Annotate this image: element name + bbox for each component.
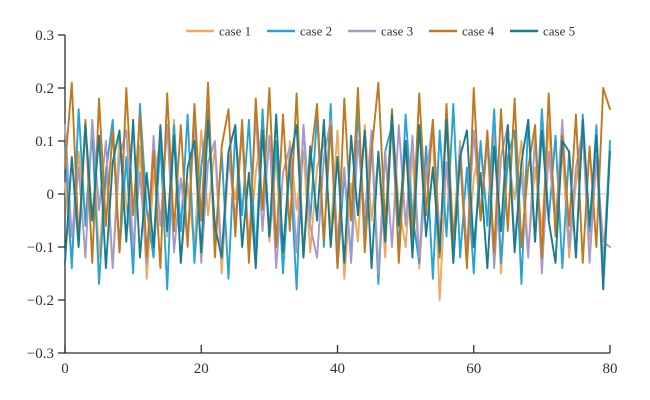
y-tick-label: −0.3 — [27, 346, 54, 362]
legend-label-case-5: case 5 — [543, 24, 575, 39]
y-tick-label: 0.2 — [35, 81, 54, 97]
y-tick-label: 0 — [47, 187, 55, 203]
legend-label-case-4: case 4 — [462, 24, 495, 39]
legend-label-case-1: case 1 — [219, 24, 251, 39]
y-tick-label: −0.2 — [27, 293, 54, 309]
x-tick-label: 40 — [330, 361, 345, 377]
x-tick-label: 0 — [61, 361, 69, 377]
y-tick-label: −0.1 — [27, 240, 54, 256]
y-tick-label: 0.1 — [35, 134, 54, 150]
x-tick-label: 20 — [194, 361, 209, 377]
legend-label-case-2: case 2 — [300, 24, 332, 39]
x-tick-label: 80 — [603, 361, 618, 377]
legend-label-case-3: case 3 — [381, 24, 413, 39]
series-line-case-5 — [64, 113, 611, 291]
y-tick-label: 0.3 — [35, 28, 54, 44]
x-tick-label: 60 — [466, 361, 481, 377]
